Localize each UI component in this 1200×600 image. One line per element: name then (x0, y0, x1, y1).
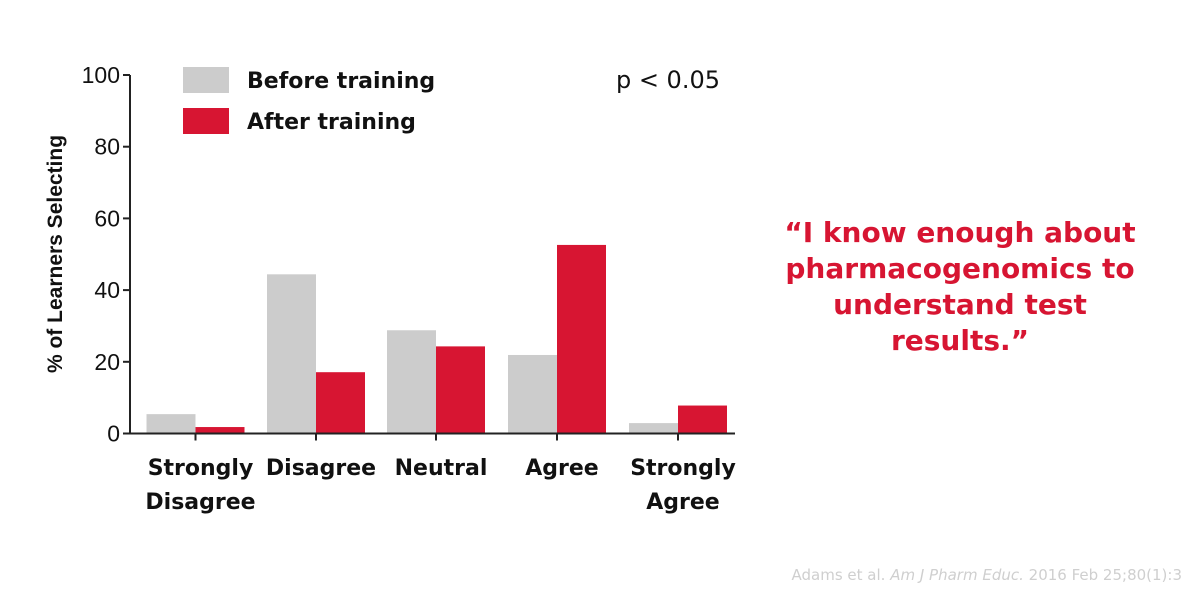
bar-before (387, 330, 436, 433)
y-tick-label: 20 (94, 349, 120, 375)
bar-before (146, 414, 196, 433)
p-value-annotation: p < 0.05 (616, 66, 720, 94)
bar-before (267, 274, 316, 433)
x-tick-label: Agree (525, 456, 598, 481)
quote-text: “I know enough about pharmacogenomics to… (784, 216, 1136, 357)
citation: Adams et al. Am J Pharm Educ. 2016 Feb 2… (792, 566, 1182, 584)
legend-swatch (183, 108, 229, 134)
x-tick-label: Strongly Agree (630, 456, 736, 515)
legend-label: Before training (247, 69, 435, 94)
y-tick-label: 80 (94, 134, 120, 160)
bar-chart: 0 20 40 60 80 100 % of Learners Selecting Stron… (44, 62, 736, 515)
citation-journal: Am J Pharm Educ. (890, 566, 1024, 584)
bar-after (195, 427, 245, 433)
bar-before (508, 354, 557, 433)
x-tick-label: Neutral (395, 456, 488, 481)
y-tick-label: 0 (107, 421, 120, 447)
y-tick-label: 100 (82, 62, 120, 88)
x-tick-label: Strongly Disagree (145, 456, 255, 515)
y-axis-label: % of Learners Selecting (44, 135, 67, 373)
legend-label: After training (247, 110, 416, 135)
bar-after (316, 372, 365, 433)
y-tick-label: 40 (94, 277, 120, 303)
citation-authors: Adams et al. (791, 566, 886, 584)
legend-swatch (183, 67, 229, 93)
bar-after (557, 244, 606, 433)
bar-after (436, 346, 485, 433)
bar-before (629, 423, 678, 433)
x-tick-label: Disagree (266, 456, 376, 481)
y-tick-label: 60 (94, 205, 120, 231)
bar-after (678, 405, 727, 433)
citation-details: 2016 Feb 25;80(1):3 (1028, 566, 1182, 584)
